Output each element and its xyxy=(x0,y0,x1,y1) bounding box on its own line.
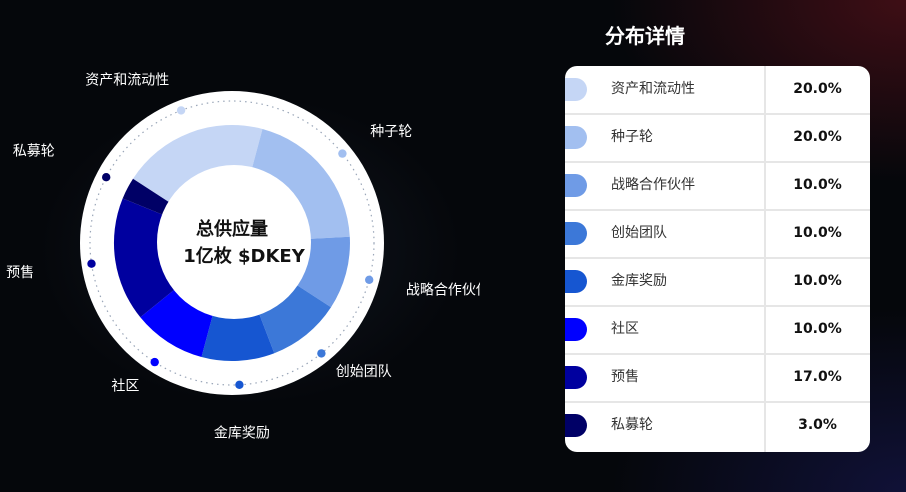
slice-marker-dot xyxy=(87,259,96,268)
row-percentage: 10.0% xyxy=(793,273,842,289)
column-divider xyxy=(764,66,766,452)
table-row: 预售 17.0% xyxy=(565,354,870,401)
table-row: 创始团队 10.0% xyxy=(565,210,870,257)
row-category-name: 创始团队 xyxy=(611,225,667,241)
slice-marker-dot xyxy=(176,106,186,115)
center-title: 总供应量 xyxy=(196,218,268,240)
row-percentage: 10.0% xyxy=(793,177,842,193)
row-divider xyxy=(565,305,870,307)
color-swatch xyxy=(565,318,587,341)
row-percentage: 17.0% xyxy=(793,369,842,385)
color-swatch xyxy=(565,126,587,149)
slice-label: 种子轮 xyxy=(370,124,412,140)
row-divider xyxy=(565,257,870,259)
row-divider xyxy=(565,161,870,163)
row-divider xyxy=(565,353,870,355)
row-category-name: 金库奖励 xyxy=(611,273,667,289)
row-divider xyxy=(565,401,870,403)
row-category-name: 种子轮 xyxy=(611,129,653,145)
slice-label: 资产和流动性 xyxy=(85,73,169,89)
row-category-name: 战略合作伙伴 xyxy=(611,177,695,193)
color-swatch xyxy=(565,270,587,293)
color-swatch xyxy=(565,78,587,101)
table-row: 种子轮 20.0% xyxy=(565,114,870,161)
center-subtitle: 1亿枚 $DKEY xyxy=(183,245,306,267)
distribution-table: 资产和流动性 20.0% 种子轮 20.0% 战略合作伙伴 10.0% 创始团队 10.0% 金… xyxy=(565,66,870,452)
row-divider xyxy=(565,113,870,115)
row-divider xyxy=(565,209,870,211)
slice-label: 预售 xyxy=(6,265,34,281)
color-swatch xyxy=(565,414,587,437)
color-swatch xyxy=(565,222,587,245)
panel-title: 分布详情 xyxy=(605,24,685,48)
table-row: 金库奖励 10.0% xyxy=(565,258,870,305)
slice-label: 创始团队 xyxy=(336,364,392,380)
table-row: 战略合作伙伴 10.0% xyxy=(565,162,870,209)
row-category-name: 资产和流动性 xyxy=(611,81,695,97)
slice-markers xyxy=(87,106,374,389)
color-swatch xyxy=(565,366,587,389)
row-percentage: 20.0% xyxy=(793,81,842,97)
table-row: 私募轮 3.0% xyxy=(565,402,870,449)
row-category-name: 私募轮 xyxy=(611,417,653,433)
donut-hole xyxy=(157,165,311,319)
donut-dotted-ring xyxy=(89,100,375,386)
row-category-name: 预售 xyxy=(611,369,639,385)
donut-chart: 资产和流动性种子轮战略合作伙伴创始团队金库奖励 社区 预售 私募轮 总供应量 1亿枚 … xyxy=(6,73,480,442)
slice-marker-dot xyxy=(102,173,111,182)
slice-marker-dot xyxy=(317,349,326,358)
table-row: 社区 10.0% xyxy=(565,306,870,353)
slice-label: 私募轮 xyxy=(13,143,55,159)
slice-marker-dot xyxy=(150,357,159,367)
row-percentage: 10.0% xyxy=(793,225,842,241)
slice-marker-dot xyxy=(338,149,347,158)
slice-marker-dot xyxy=(235,380,244,389)
row-category-name: 社区 xyxy=(611,321,639,337)
color-swatch xyxy=(565,174,587,197)
row-percentage: 10.0% xyxy=(793,321,842,337)
slice-label: 社区 xyxy=(111,379,139,395)
row-percentage: 20.0% xyxy=(793,129,842,145)
slice-labels: 资产和流动性种子轮战略合作伙伴创始团队金库奖励 社区 预售 私募轮 xyxy=(6,73,480,442)
table-row: 资产和流动性 20.0% xyxy=(565,66,870,113)
slice-label: 金库奖励 xyxy=(214,425,270,442)
row-percentage: 3.0% xyxy=(798,417,837,433)
slice-label: 战略合作伙伴 xyxy=(406,283,480,299)
slice-marker-dot xyxy=(365,275,374,284)
